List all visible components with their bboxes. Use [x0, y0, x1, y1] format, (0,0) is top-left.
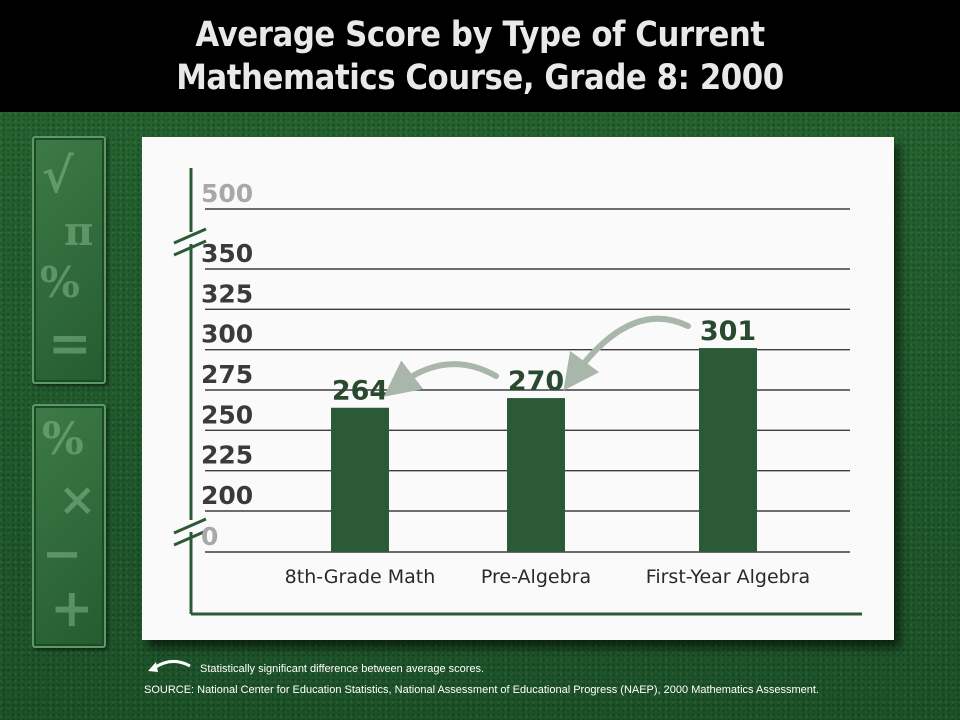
y-tick-label-500: 500: [201, 179, 253, 208]
page-title: Average Score by Type of Current Mathema…: [58, 14, 903, 100]
percent-icon: %: [40, 258, 80, 307]
significance-legend-arrow-icon: [148, 660, 191, 672]
axis-break-mark-lower: [173, 517, 207, 535]
y-tick-label-325: 325: [201, 279, 253, 308]
source-note: SOURCE: National Center for Education St…: [144, 684, 819, 696]
category-label-1: 8th-Grade Math: [285, 566, 436, 588]
pi-icon: π: [64, 208, 94, 255]
bar-3: [699, 348, 757, 552]
category-label-2: Pre-Algebra: [481, 566, 591, 588]
y-tick-label-275: 275: [201, 360, 253, 389]
times-icon: ×: [58, 472, 97, 526]
title-line-1: Average Score by Type of Current: [195, 15, 765, 55]
chart-card: [142, 137, 894, 640]
decorative-math-panel-bottom: % × − +: [32, 404, 106, 648]
y-tick-label-250: 250: [201, 400, 253, 429]
y-tick-label-0: 0: [201, 522, 218, 551]
math-symbols-icon: √: [42, 148, 74, 204]
y-tick-label-350: 350: [201, 239, 253, 268]
footnote: Statistically significant difference bet…: [200, 663, 485, 675]
percent-icon: %: [42, 414, 84, 465]
title-bar: Average Score by Type of Current Mathema…: [0, 0, 960, 112]
minus-icon: −: [42, 526, 83, 582]
value-label-3: 301: [700, 316, 756, 347]
axis-break-mark-upper: [173, 227, 207, 245]
y-tick-label-300: 300: [201, 320, 253, 349]
title-line-2: Mathematics Course, Grade 8: 2000: [176, 58, 784, 98]
bar-2: [507, 398, 565, 552]
significance-arrow-2: [383, 360, 499, 397]
axis-break-mark-upper-2: [173, 239, 207, 257]
category-label-3: First-Year Algebra: [646, 566, 810, 588]
y-tick-label-225: 225: [201, 441, 253, 470]
y-tick-label-200: 200: [201, 481, 253, 510]
significance-arrow-1: [563, 315, 691, 391]
plus-icon: +: [50, 578, 94, 639]
axis-break-mark-lower-2: [173, 529, 207, 547]
decorative-math-panel-top: √ π % =: [32, 136, 106, 384]
value-label-1: 264: [332, 376, 388, 407]
equals-icon: =: [48, 313, 92, 374]
value-label-2: 270: [508, 366, 564, 397]
bar-1: [331, 407, 389, 552]
